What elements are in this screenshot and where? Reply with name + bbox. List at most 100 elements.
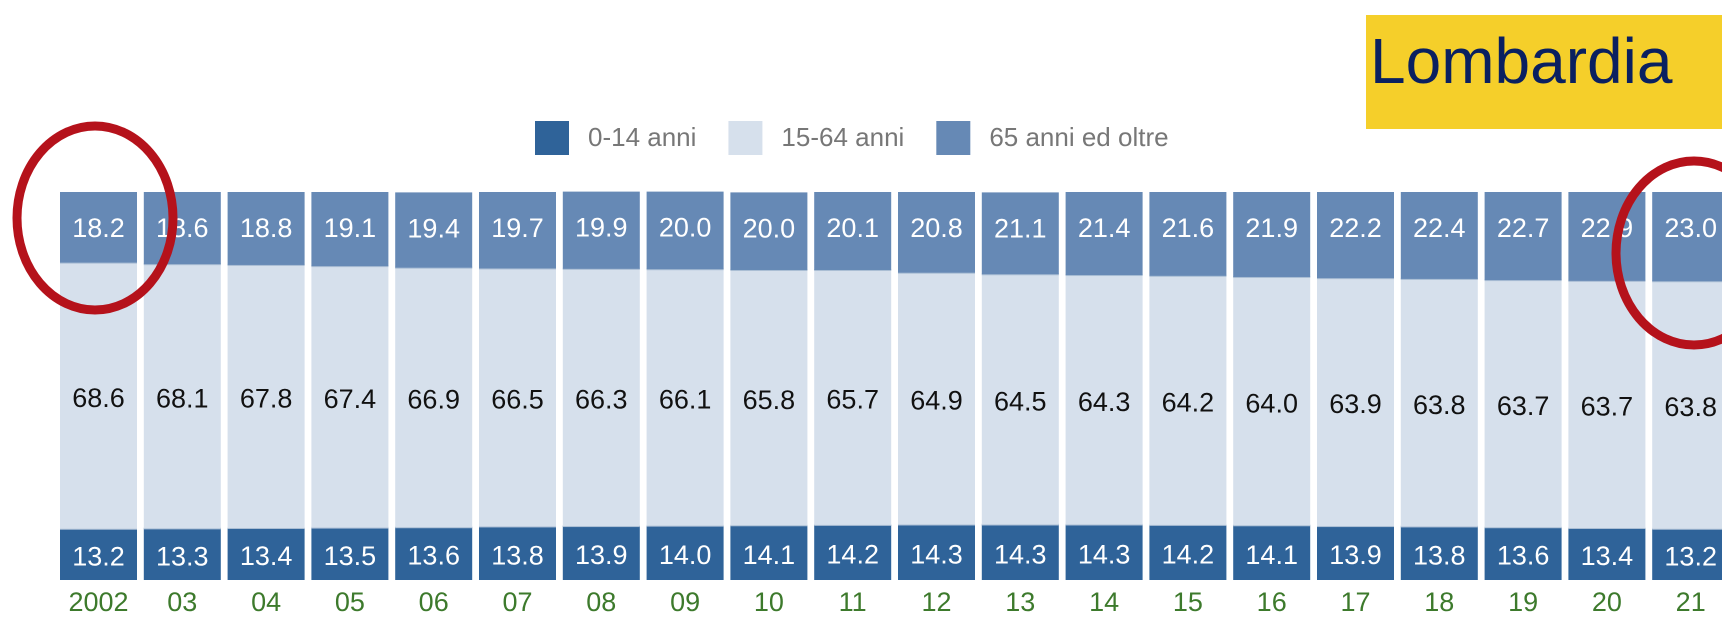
data-label: 65.8 xyxy=(743,385,796,415)
plot: 13.2 68.6 18.2 2002 13.3 68.1 18.6 03 13.4 67.8 18… xyxy=(60,121,1722,617)
data-label: 14.0 xyxy=(659,540,712,570)
x-tick-label: 09 xyxy=(670,587,700,617)
bar-segment xyxy=(1400,192,1478,279)
bar-segment xyxy=(1400,526,1478,580)
x-tick-label: 19 xyxy=(1508,587,1538,617)
bar-segment xyxy=(1568,280,1646,529)
bar-segment xyxy=(311,266,389,528)
data-label: 21.9 xyxy=(1245,213,1298,243)
segment-edge xyxy=(1065,274,1143,277)
data-label: 66.3 xyxy=(575,385,628,415)
bar-segment xyxy=(1568,528,1646,580)
segment-edge xyxy=(981,273,1059,276)
bar-segment xyxy=(898,192,975,273)
data-label: 64.5 xyxy=(994,387,1047,417)
bar-segment xyxy=(562,268,640,527)
data-label: 13.9 xyxy=(575,540,628,570)
x-tick-label: 21 xyxy=(1676,587,1706,617)
bar-segment xyxy=(1652,528,1722,580)
data-label: 66.1 xyxy=(659,385,712,415)
data-label: 64.3 xyxy=(1078,387,1131,417)
legend-label: 65 anni ed oltre xyxy=(989,122,1168,152)
data-label: 21.4 xyxy=(1078,213,1131,243)
data-label: 21.6 xyxy=(1162,213,1215,243)
x-tick-label: 16 xyxy=(1257,587,1287,617)
data-label: 63.9 xyxy=(1329,389,1382,419)
bar-segment xyxy=(1652,281,1722,529)
data-label: 63.7 xyxy=(1497,391,1550,421)
bar-segment xyxy=(395,267,473,528)
data-label: 13.2 xyxy=(72,542,125,572)
data-label: 20.0 xyxy=(743,214,796,244)
data-label: 14.2 xyxy=(826,540,879,570)
bar-segment xyxy=(1484,280,1562,528)
data-label: 13.2 xyxy=(1664,542,1717,572)
data-label: 19.4 xyxy=(407,214,460,244)
bar-segment xyxy=(60,192,137,263)
bar-segment xyxy=(60,528,137,580)
bar-segment xyxy=(1233,525,1311,580)
data-label: 22.2 xyxy=(1329,213,1382,243)
bar-segment xyxy=(562,526,640,580)
bar-segment xyxy=(143,264,221,529)
bar-segment xyxy=(395,527,473,580)
bar-segment xyxy=(1149,192,1227,276)
data-label: 63.8 xyxy=(1664,392,1717,422)
bar-segment xyxy=(1568,192,1646,281)
bar-segment xyxy=(730,192,808,270)
data-label: 64.2 xyxy=(1162,387,1215,417)
bar-segment xyxy=(479,268,556,527)
data-label: 63.8 xyxy=(1413,390,1466,420)
x-tick-label: 12 xyxy=(921,587,951,617)
bar-segment xyxy=(981,274,1059,525)
data-label: 13.8 xyxy=(491,540,544,570)
bar-segment xyxy=(1317,526,1394,580)
bar-segment xyxy=(311,192,389,267)
legend-swatch xyxy=(535,121,569,155)
data-label: 66.5 xyxy=(491,385,544,415)
bar-segment xyxy=(1233,276,1311,526)
legend-swatch xyxy=(728,121,763,155)
data-label: 19.1 xyxy=(324,213,377,243)
title-box xyxy=(1366,15,1722,129)
x-tick-label: 18 xyxy=(1424,587,1454,617)
bar-segment xyxy=(227,192,305,265)
x-tick-label: 11 xyxy=(839,587,867,617)
bar-segment xyxy=(898,524,975,580)
x-tick-label: 10 xyxy=(754,587,784,617)
bar-segment xyxy=(814,269,892,525)
data-label: 64.9 xyxy=(910,386,963,416)
highlight-circle xyxy=(1611,156,1722,350)
data-label: 68.6 xyxy=(72,383,125,413)
data-label: 18.8 xyxy=(240,213,293,243)
data-label: 13.6 xyxy=(407,541,460,571)
bar-segment xyxy=(143,192,221,265)
bar-segment xyxy=(646,269,724,526)
data-label: 13.6 xyxy=(1497,541,1550,571)
data-label: 67.4 xyxy=(324,384,377,414)
x-tick-label: 05 xyxy=(335,587,365,617)
x-tick-label: 17 xyxy=(1340,587,1370,617)
x-tick-label: 06 xyxy=(419,587,449,617)
bar-segment xyxy=(479,526,556,580)
x-tick-label: 20 xyxy=(1592,587,1622,617)
bar-segment xyxy=(1065,192,1143,276)
bar-segment xyxy=(730,269,808,526)
x-tick-label: 14 xyxy=(1089,587,1119,617)
bar-segment xyxy=(1065,275,1143,525)
bar-segment xyxy=(814,192,892,270)
data-label: 13.3 xyxy=(156,541,209,571)
data-label: 13.9 xyxy=(1329,540,1382,570)
data-label: 14.2 xyxy=(1162,540,1215,570)
data-label: 67.8 xyxy=(240,384,293,414)
data-label: 14.3 xyxy=(1078,539,1131,569)
bar-segment xyxy=(646,191,724,270)
x-tick-label: 07 xyxy=(502,587,532,617)
x-tick-label: 15 xyxy=(1173,587,1203,617)
bar-segment xyxy=(898,272,975,525)
data-label: 13.5 xyxy=(324,541,377,571)
bar-segment xyxy=(1317,192,1394,279)
highlight-circle xyxy=(12,121,178,315)
legend-swatch xyxy=(936,121,971,155)
data-label: 18.6 xyxy=(156,213,209,243)
